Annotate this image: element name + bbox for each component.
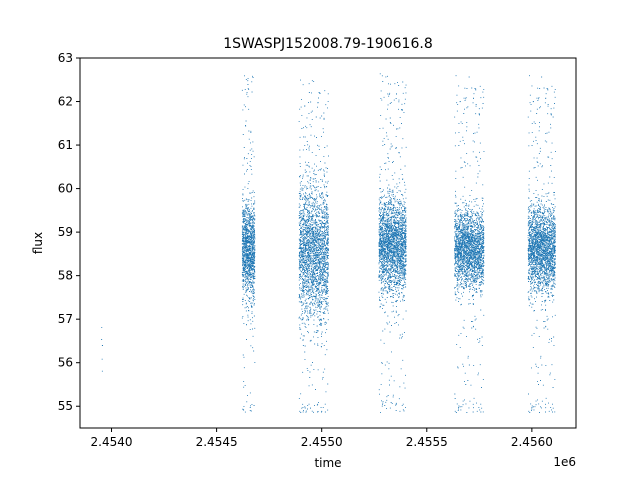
y-axis-label: flux — [31, 232, 45, 254]
y-tick-label: 62 — [58, 95, 73, 109]
x-axis: 2.4540 2.4545 2.4550 2.4555 2.4560 — [91, 428, 553, 449]
x-tick-label: 2.4540 — [91, 435, 133, 449]
x-tick-label: 2.4545 — [196, 435, 238, 449]
y-tick-label: 57 — [58, 312, 73, 326]
y-tick-label: 63 — [58, 51, 73, 65]
chart-title: 1SWASPJ152008.79-190616.8 — [223, 36, 432, 52]
y-axis: 55 56 57 58 59 60 61 62 63 — [58, 51, 80, 413]
x-axis-label: time — [314, 456, 341, 470]
x-tick-label: 2.4560 — [511, 435, 553, 449]
flux-scatter-points — [101, 73, 556, 413]
y-tick-label: 60 — [58, 182, 73, 196]
y-tick-label: 61 — [58, 138, 73, 152]
y-tick-label: 58 — [58, 269, 73, 283]
y-tick-label: 59 — [58, 225, 73, 239]
x-tick-label: 2.4555 — [406, 435, 448, 449]
plot-frame — [79, 57, 577, 429]
y-tick-label: 55 — [58, 399, 73, 413]
y-tick-label: 56 — [58, 356, 73, 370]
x-axis-offset-label: 1e6 — [553, 455, 576, 469]
x-tick-label: 2.4550 — [301, 435, 343, 449]
data-points — [101, 73, 556, 413]
